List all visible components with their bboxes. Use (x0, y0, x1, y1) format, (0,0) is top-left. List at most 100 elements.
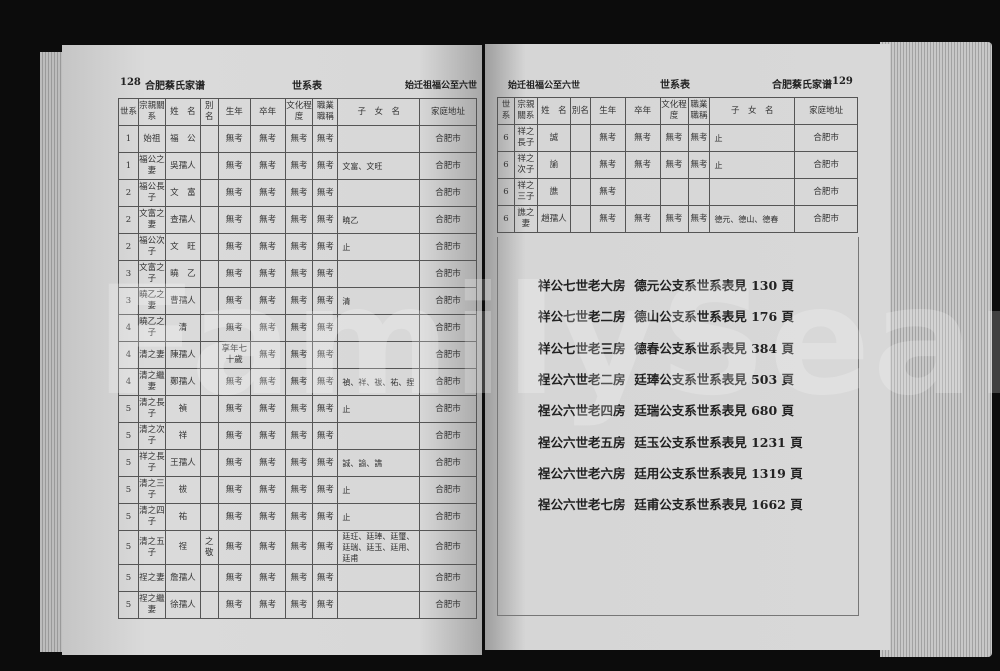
table-row: 1 福公之妻 吳孺人 無考 無考 無考 無考 文富、文旺 合肥市 (118, 152, 477, 180)
page-reference: 德元公支系世系表見 130 頁 (634, 278, 795, 293)
table-cell (199, 564, 219, 592)
table-cell: 祥之長子 (137, 449, 166, 477)
table-row: 5 清之三子祓無考 無考 無考 無考止合肥市 (118, 476, 477, 504)
table-cell: 無考 (687, 151, 711, 179)
table-cell: 止 (709, 151, 796, 179)
table-cell: 合肥市 (419, 260, 477, 288)
table-cell: 止 (337, 233, 421, 261)
table-cell: 無考 (312, 287, 339, 315)
table-cell: 福 公 (164, 125, 201, 153)
column-header: 卒年 (249, 98, 286, 126)
table-cell: 合肥市 (419, 206, 477, 234)
column-header: 宗親關系 (137, 98, 166, 126)
table-cell: 清之次子 (137, 422, 166, 450)
table-row: 5 䄇之妻 詹孺人 無考 無考 無考 無考 合肥市 (118, 564, 477, 592)
table-cell: 合肥市 (419, 287, 477, 315)
page-reference: 廷玉公支系世系表見 1231 頁 (634, 434, 803, 450)
column-header: 家庭地址 (419, 98, 477, 126)
table-cell (199, 125, 219, 153)
table-cell: 無考 (312, 449, 339, 477)
table-cell: 無考 (217, 564, 251, 592)
column-header: 姓 名 (164, 98, 201, 126)
page-reference: 廷用公支系世系表見 1319 頁 (634, 465, 803, 481)
table-cell: 合肥市 (419, 476, 477, 504)
table-cell: 無考 (312, 530, 339, 565)
table-cell: 無考 (249, 125, 286, 153)
column-header: 子 女 名 (709, 97, 796, 125)
table-row: 3 文富之子曉 乙無考 無考 無考 無考 合肥市 (118, 260, 477, 288)
table-row: 6 祥之三子譙無考 合肥市 (497, 178, 858, 206)
table-cell: 合肥市 (419, 395, 477, 423)
column-header: 文化程度 (284, 98, 314, 126)
table-cell: 清之三子 (137, 476, 166, 504)
column-header: 家庭地址 (794, 97, 858, 125)
table-cell: 6 (497, 205, 515, 233)
cross-reference-line: 䄇公六世老四房 廷瑞公支系世系表見 680 頁 (538, 400, 794, 419)
table-cell: 合肥市 (419, 341, 477, 369)
table-cell (337, 179, 421, 207)
left-genealogy-table: 世系 宗親關系姓 名別名 生年 卒年 文化程度 職業職稱子 女 名家庭地址 1 始祖福 公無考… (118, 98, 477, 619)
table-cell (709, 178, 796, 206)
table-cell: 無考 (249, 395, 286, 423)
table-cell: 無考 (312, 564, 339, 592)
left-page-number: 128 (120, 77, 141, 88)
table-cell: 無考 (249, 152, 286, 180)
table-row: 5 清之長子禎無考 無考 無考 無考止合肥市 (118, 395, 477, 423)
column-header: 世系 (118, 98, 139, 126)
table-cell: 無考 (284, 314, 314, 342)
table-cell: 無考 (312, 422, 339, 450)
table-cell: 無考 (659, 151, 689, 179)
branch-label: 䄇公六世老四房 (538, 403, 626, 419)
table-cell: 廷玨、廷琫、廷璽、廷瑞、廷玉、廷用、廷甫 (337, 530, 421, 565)
table-cell (337, 564, 421, 592)
table-cell: 合肥市 (794, 151, 858, 179)
table-cell: 無考 (312, 395, 339, 423)
table-cell: 無考 (217, 179, 251, 207)
table-cell: 無考 (589, 124, 626, 152)
table-cell: 無考 (249, 287, 286, 315)
table-cell: 1 (118, 152, 139, 180)
branch-label: 祥公七世老二房 (538, 309, 626, 325)
table-cell (199, 179, 219, 207)
right-section-title: 世系表 (660, 80, 690, 91)
table-cell: 無考 (249, 368, 286, 396)
branch-label: 䄇公六世老二房 (538, 371, 626, 387)
table-cell: 5 (118, 449, 139, 477)
table-cell (337, 422, 421, 450)
table-cell: 5 (118, 503, 139, 531)
table-cell: 無考 (217, 125, 251, 153)
table-cell: 無考 (217, 368, 251, 396)
right-book-title: 合肥蔡氏家谱 (772, 80, 832, 91)
table-cell: 䄇之繼妻 (137, 591, 166, 619)
table-cell: 無考 (312, 314, 339, 342)
table-row: 3 曉乙之妻 曹孺人 無考 無考 無考 無考清合肥市 (118, 287, 477, 315)
page-reference: 廷瑞公支系世系表見 680 頁 (634, 403, 795, 419)
table-cell: 無考 (589, 205, 626, 233)
table-cell: 無考 (659, 124, 689, 152)
table-cell: 合肥市 (419, 125, 477, 153)
cross-reference-line: 䄇公六世老六房 廷用公支系世系表見 1319 頁 (538, 463, 803, 482)
table-row: 6 祥之長子誠無考 無考 無考 無考止合肥市 (497, 124, 858, 152)
column-header: 職業職稱 (687, 97, 711, 125)
table-cell: 曉乙之妻 (137, 287, 166, 315)
column-header: 職業職稱 (312, 98, 339, 126)
table-cell: 祐 (164, 503, 201, 531)
table-row: 2 福公次子文 旺無考 無考 無考 無考止合肥市 (118, 233, 477, 261)
table-cell: 文富、文旺 (337, 152, 421, 180)
table-cell: 無考 (312, 368, 339, 396)
table-cell: 始祖 (137, 125, 166, 153)
table-cell: 德元、德山、德春 (709, 205, 796, 233)
column-header: 生年 (589, 97, 626, 125)
table-cell: 無考 (312, 591, 339, 619)
table-cell: 無考 (624, 151, 661, 179)
table-cell: 曉 乙 (164, 260, 201, 288)
table-cell: 詹孺人 (164, 564, 201, 592)
table-cell: 無考 (249, 179, 286, 207)
table-cell: 1 (118, 125, 139, 153)
table-cell: 禎 (164, 395, 201, 423)
table-cell: 5 (118, 591, 139, 619)
table-cell (199, 476, 219, 504)
page-reference: 廷甫公支系世系表見 1662 頁 (634, 497, 803, 513)
table-cell: 福公之妻 (137, 152, 166, 180)
table-cell: 文 富 (164, 179, 201, 207)
